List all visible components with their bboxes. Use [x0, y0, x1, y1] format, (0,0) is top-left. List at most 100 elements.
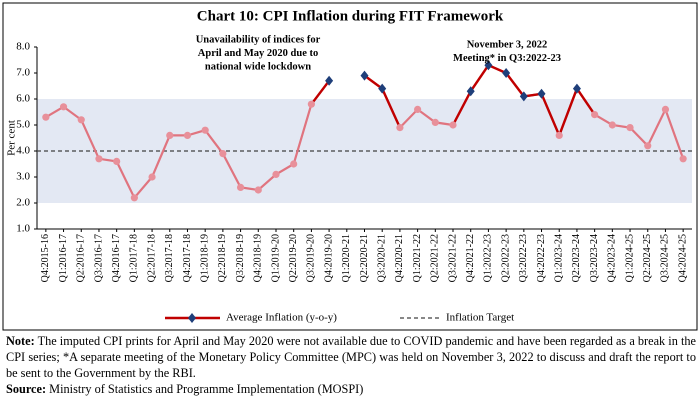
- marker: [166, 131, 174, 139]
- marker: [77, 116, 85, 124]
- x-tick-label: Q2:2023-24: [571, 234, 582, 282]
- x-tick-label: Q3:2022-23: [518, 234, 529, 282]
- x-tick-label: Q1:2018-19: [199, 234, 210, 282]
- breach-segment: [381, 88, 401, 129]
- breach-marker: [466, 86, 475, 97]
- legend-label: Inflation Target: [446, 312, 514, 324]
- note: Note: The imputed CPI prints for April a…: [6, 333, 696, 381]
- breach-marker: [537, 88, 546, 99]
- breach-segment: [451, 90, 472, 126]
- marker: [644, 142, 652, 150]
- breach-segment: [310, 80, 331, 105]
- marker: [290, 160, 298, 168]
- x-tick-label: Q1:2016-17: [58, 234, 69, 282]
- x-tick-label: Q3:2023-24: [589, 234, 600, 282]
- marker: [42, 113, 50, 121]
- x-tick-label: Q4:2024-25: [677, 234, 688, 282]
- source-text: Ministry of Statistics and Programme Imp…: [49, 382, 364, 396]
- x-tick-label: Q1:2019-20: [270, 234, 281, 282]
- marker: [59, 103, 68, 111]
- x-tick-label: Q2:2016-17: [76, 234, 87, 282]
- marker: [555, 131, 563, 139]
- breach-segment: [469, 64, 490, 92]
- x-tick-label: Q1:2020-21: [341, 234, 352, 282]
- marker: [431, 118, 439, 126]
- breach-marker: [519, 91, 528, 102]
- marker: [148, 173, 156, 181]
- legend-label: Average Inflation (y-o-y): [226, 312, 337, 324]
- note-label: Note:: [6, 334, 35, 348]
- x-tick-label: Q1:2021-22: [412, 234, 423, 282]
- x-tick-label: Q1:2022-23: [483, 234, 494, 282]
- marker: [396, 124, 404, 132]
- x-tick-label: Q2:2024-25: [642, 234, 653, 282]
- annotation: Unavailability of indices for: [196, 34, 321, 45]
- marker: [113, 157, 121, 165]
- marker: [626, 124, 634, 132]
- x-tick-label: Q3:2017-18: [164, 234, 175, 282]
- marker: [307, 100, 315, 108]
- annotation: November 3, 2022: [467, 39, 548, 50]
- y-tick-label: 6.0: [16, 93, 30, 105]
- marker: [272, 170, 280, 178]
- y-tick-label: 7.0: [16, 67, 30, 79]
- marker: [591, 111, 599, 119]
- breach-marker: [378, 83, 387, 94]
- x-tick-label: Q2:2020-21: [359, 234, 370, 282]
- marker: [449, 121, 457, 129]
- marker: [414, 105, 422, 113]
- x-tick-label: Q4:2020-21: [394, 234, 405, 282]
- notes: Note: The imputed CPI prints for April a…: [6, 333, 696, 397]
- marker: [254, 186, 262, 194]
- marker: [608, 121, 616, 129]
- chart-frame: [2, 2, 698, 331]
- breach-marker: [325, 75, 334, 86]
- source-label: Source:: [6, 382, 47, 396]
- legend-marker: [188, 313, 196, 323]
- note-text: The imputed CPI prints for April and May…: [6, 334, 696, 380]
- x-tick-label: Q2:2019-20: [288, 234, 299, 282]
- annotation: national wide lockdown: [205, 61, 311, 72]
- x-tick-label: Q4:2023-24: [607, 234, 618, 282]
- breach-segment: [540, 93, 561, 136]
- x-tick-label: Q3:2018-19: [235, 234, 246, 282]
- chart-title: Chart 10: CPI Inflation during FIT Frame…: [197, 8, 504, 24]
- x-tick-label: Q1:2017-18: [129, 234, 140, 282]
- x-tick-label: Q2:2017-18: [146, 234, 157, 282]
- y-tick-label: 1.0: [16, 223, 30, 235]
- x-tick-label: Q3:2020-21: [376, 234, 387, 282]
- annotation: April and May 2020 due to: [198, 48, 318, 59]
- breach-marker: [502, 68, 511, 78]
- x-tick-label: Q2:2018-19: [217, 234, 228, 282]
- x-tick-label: Q3:2024-25: [660, 234, 671, 282]
- y-tick-label: 5.0: [16, 119, 30, 131]
- x-tick-label: Q3:2019-20: [306, 234, 317, 282]
- x-tick-label: Q3:2016-17: [93, 234, 104, 282]
- y-tick-label: 8.0: [16, 41, 30, 53]
- marker: [95, 155, 103, 163]
- x-tick-label: Q3:2021-22: [447, 234, 458, 282]
- y-tick-label: 2.0: [16, 197, 30, 209]
- tolerance-band: [37, 99, 692, 203]
- annotation: Meeting* in Q3:2022-23: [453, 53, 561, 64]
- x-tick-label: Q4:2015-16: [40, 234, 51, 282]
- marker: [130, 194, 138, 202]
- breach-marker: [484, 60, 493, 71]
- x-tick-label: Q4:2018-19: [253, 234, 264, 282]
- x-tick-label: Q1:2023-24: [554, 234, 565, 282]
- y-tick-label: 4.0: [16, 145, 30, 157]
- marker: [219, 150, 227, 158]
- x-tick-label: Q1:2024-25: [624, 234, 635, 282]
- marker: [236, 183, 245, 191]
- breach-marker: [572, 83, 581, 94]
- y-tick-label: 3.0: [16, 171, 30, 183]
- marker: [679, 155, 687, 163]
- breach-segment: [363, 74, 383, 90]
- marker: [183, 131, 192, 139]
- breach-marker: [360, 70, 369, 81]
- breach-segment: [558, 88, 579, 136]
- x-tick-label: Q4:2019-20: [323, 234, 334, 282]
- source: Source: Ministry of Statistics and Progr…: [6, 381, 696, 397]
- chart: Chart 10: CPI Inflation during FIT Frame…: [2, 2, 698, 331]
